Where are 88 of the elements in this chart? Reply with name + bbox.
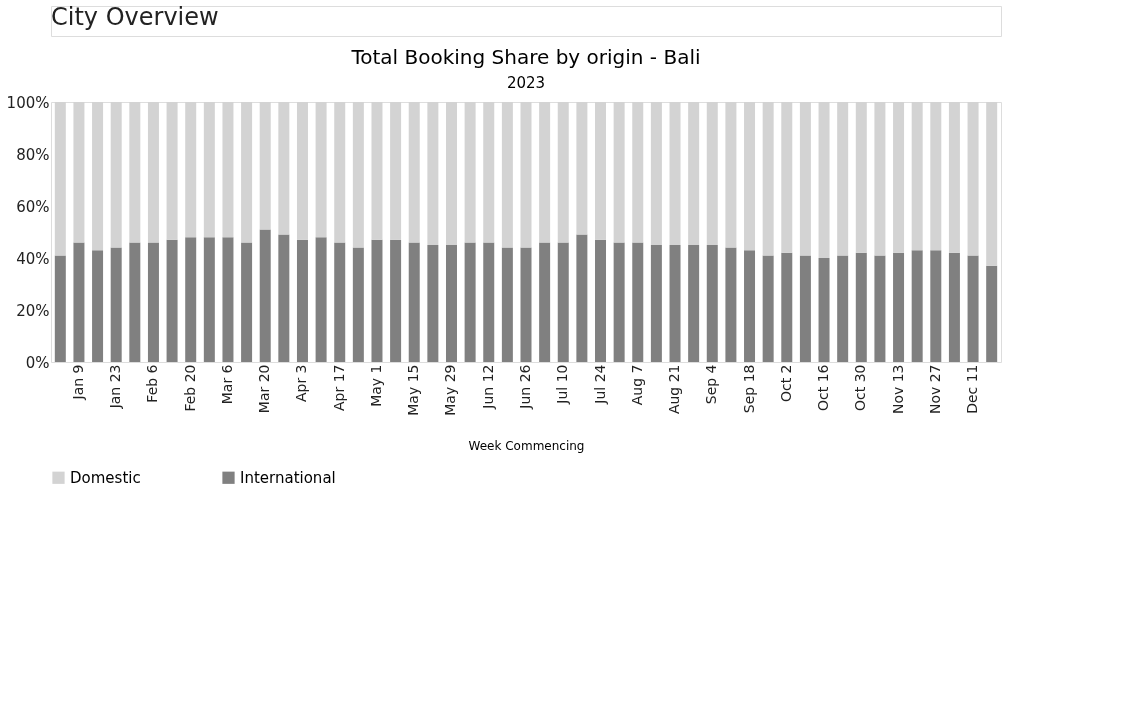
bar — [408, 242, 420, 362]
bar — [576, 234, 588, 362]
x-tick-label: Oct 30 — [852, 364, 869, 411]
bar — [203, 237, 215, 362]
x-tick-label: Mar 20 — [256, 364, 273, 414]
x-tick-label: Oct 16 — [815, 364, 832, 411]
y-tick-label: 40% — [16, 249, 50, 268]
x-tick-label: Feb 6 — [144, 364, 161, 403]
bar — [744, 250, 756, 362]
x-tick-label: May 15 — [405, 364, 422, 416]
bar — [501, 247, 513, 362]
bar — [334, 242, 346, 362]
bar — [371, 239, 383, 362]
bar — [948, 252, 960, 362]
bar — [688, 245, 700, 362]
x-tick-label: Jul 24 — [591, 364, 608, 405]
x-tick-label: May 1 — [367, 364, 384, 407]
x-tick-label: Feb 20 — [181, 364, 198, 412]
bar — [539, 242, 551, 362]
bar — [296, 239, 308, 362]
x-tick-label: Apr 3 — [293, 364, 310, 403]
bar — [762, 255, 774, 362]
y-tick-label: 80% — [16, 145, 50, 164]
bar — [706, 245, 718, 362]
bar — [967, 255, 979, 362]
y-tick-label: 0% — [25, 353, 50, 372]
bar — [483, 242, 495, 362]
bar — [278, 234, 290, 362]
bar — [259, 229, 271, 362]
x-tick-label: Jul 10 — [554, 364, 571, 405]
bar — [520, 247, 532, 362]
bar — [781, 252, 793, 362]
bar — [427, 245, 439, 362]
bar — [725, 247, 737, 362]
bar — [390, 239, 402, 362]
bar — [855, 252, 867, 362]
x-tick-label: Jan 23 — [107, 364, 124, 410]
x-tick-label: Jan 9 — [69, 364, 86, 401]
x-tick-label: Mar 6 — [218, 364, 235, 405]
bar — [874, 255, 886, 362]
x-tick-label: Jun 12 — [479, 364, 496, 410]
bar — [557, 242, 569, 362]
bar — [185, 237, 197, 362]
text: City Overview — [51, 3, 219, 31]
bar — [911, 250, 923, 362]
bar — [315, 237, 327, 362]
bar — [110, 247, 122, 362]
bar — [352, 247, 364, 362]
y-tick-label: 20% — [16, 301, 50, 320]
x-tick-label: Apr 17 — [330, 364, 347, 411]
x-tick-label: Jun 26 — [517, 364, 533, 410]
bar — [445, 245, 457, 362]
chart-title: Total Booking Share by origin - Bali — [350, 45, 701, 69]
bar — [669, 245, 681, 362]
bar — [837, 255, 849, 362]
legend-label: Domestic — [70, 468, 141, 487]
chart-subtitle: 2023 — [506, 74, 546, 92]
bar — [632, 242, 644, 362]
bar — [54, 255, 66, 362]
bar — [893, 252, 905, 362]
x-tick-label: Sep 4 — [703, 364, 720, 405]
bar — [166, 239, 178, 362]
x-tick-label: Oct 2 — [777, 364, 794, 403]
x-tick-label: Aug 7 — [628, 364, 645, 406]
bar — [73, 242, 85, 362]
x-tick-label: Dec 11 — [964, 364, 981, 414]
bar — [650, 245, 662, 362]
x-tick-label: Nov 13 — [889, 364, 906, 415]
y-tick-label: 100% — [6, 93, 50, 112]
x-axis-title: Week Commencing — [468, 438, 585, 453]
x-tick-label: Nov 27 — [926, 364, 943, 415]
bar — [92, 250, 104, 362]
x-tick-label: May 29 — [442, 364, 459, 416]
bar — [818, 258, 830, 362]
bar — [930, 250, 942, 362]
bar — [595, 239, 607, 362]
bar — [129, 242, 141, 362]
bar — [241, 242, 253, 362]
legend-label: International — [240, 468, 336, 487]
x-tick-label: Aug 21 — [666, 364, 683, 415]
bar — [986, 265, 998, 362]
x-tick-label: Sep 18 — [740, 364, 757, 414]
bar — [222, 237, 234, 362]
bar — [464, 242, 476, 362]
bar — [147, 242, 159, 362]
y-tick-label: 60% — [16, 197, 50, 216]
bar — [613, 242, 625, 362]
bar — [799, 255, 811, 362]
